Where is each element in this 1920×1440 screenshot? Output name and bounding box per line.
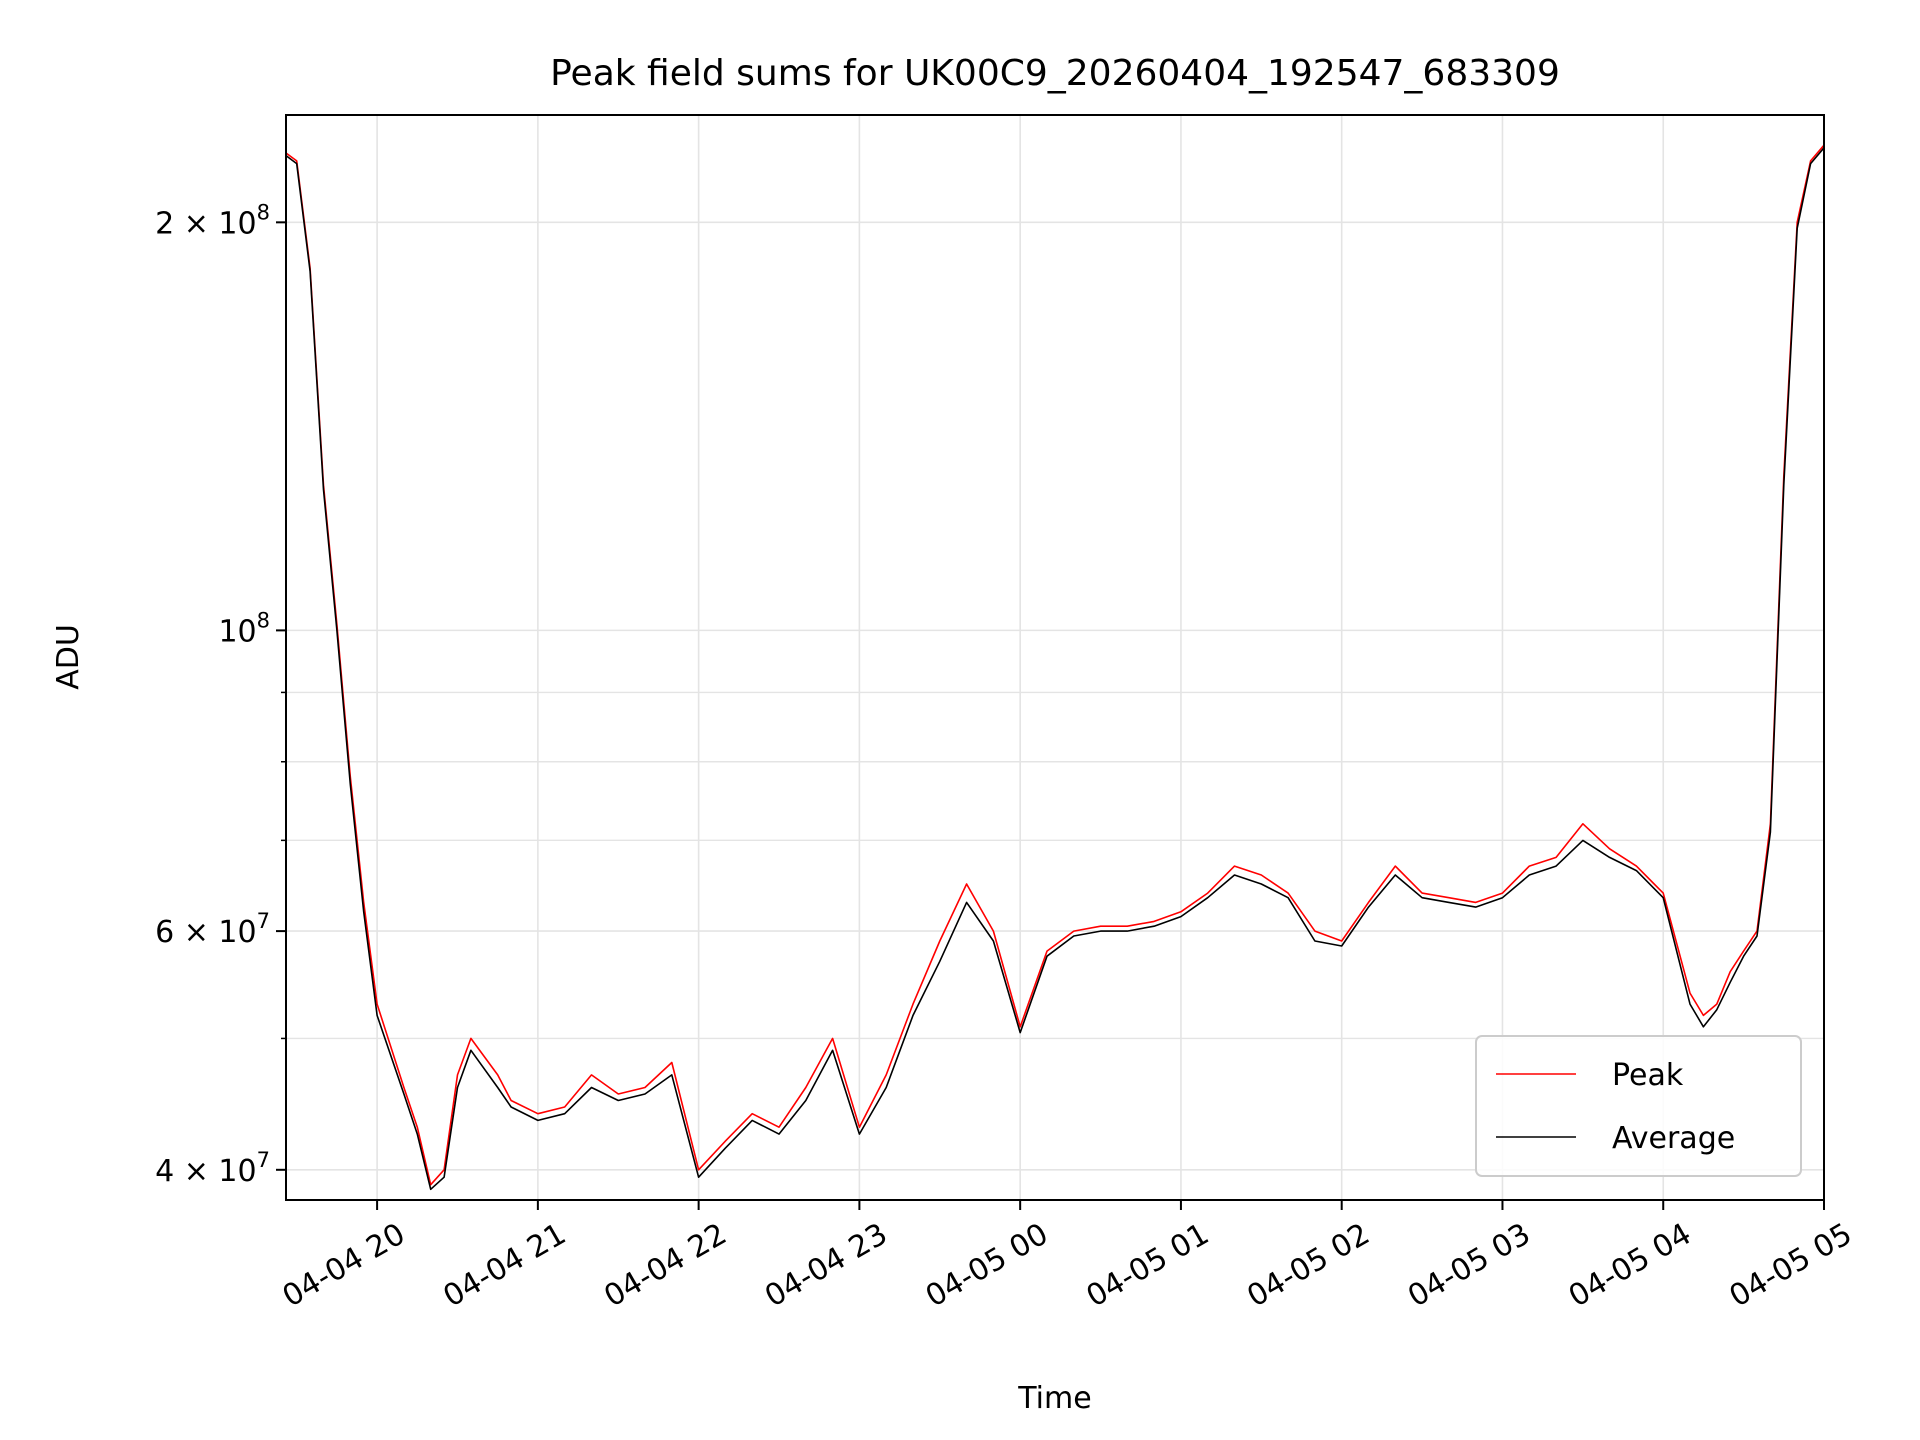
legend-label-average: Average (1612, 1121, 1735, 1156)
series-line-average (285, 147, 1825, 1191)
legend-box (1475, 1035, 1802, 1177)
legend-label-peak: Peak (1612, 1058, 1684, 1093)
y-tick-label: 2 × 108 (155, 200, 270, 241)
series-lines (285, 144, 1825, 1191)
y-axis-label: ADU (51, 624, 86, 690)
chart-title: Peak field sums for UK00C9_20260404_1925… (550, 53, 1560, 94)
series-line-peak (285, 144, 1825, 1186)
legend: Peak Average (1475, 1035, 1802, 1177)
plot-frame (285, 114, 1825, 1201)
x-axis-label: Time (1017, 1381, 1091, 1416)
y-tick-label: 4 × 107 (155, 1148, 270, 1189)
y-tick-label: 6 × 107 (155, 909, 270, 950)
grid (286, 115, 1825, 1200)
